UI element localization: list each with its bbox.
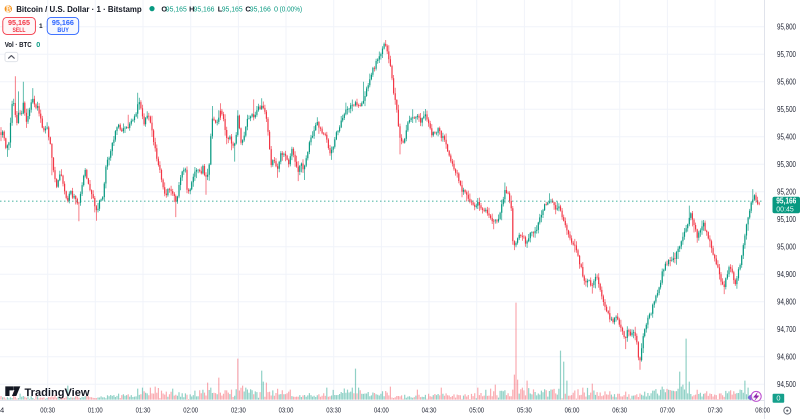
svg-text:08:00: 08:00 xyxy=(755,405,770,414)
svg-text:05:00: 05:00 xyxy=(469,405,484,414)
svg-text:05:30: 05:30 xyxy=(517,405,532,414)
svg-text:BUY: BUY xyxy=(57,27,69,34)
svg-text:₿: ₿ xyxy=(5,5,11,13)
svg-text:0: 0 xyxy=(274,4,278,13)
svg-text:94,800: 94,800 xyxy=(777,298,797,307)
svg-text:01:00: 01:00 xyxy=(88,405,103,414)
svg-text:1: 1 xyxy=(39,23,43,30)
svg-text:95,166: 95,166 xyxy=(194,4,215,13)
svg-text:00:45: 00:45 xyxy=(776,204,794,213)
svg-text:01:30: 01:30 xyxy=(136,405,151,414)
svg-text:H: H xyxy=(189,4,194,13)
svg-text:0: 0 xyxy=(36,40,40,49)
svg-text:94,900: 94,900 xyxy=(777,270,797,279)
svg-text:07:30: 07:30 xyxy=(708,405,723,414)
svg-text:4: 4 xyxy=(0,405,4,414)
svg-text:95,000: 95,000 xyxy=(777,243,797,252)
svg-text:SELL: SELL xyxy=(13,27,26,34)
svg-text:00:30: 00:30 xyxy=(40,405,55,414)
svg-text:02:30: 02:30 xyxy=(231,405,246,414)
svg-text:03:00: 03:00 xyxy=(279,405,294,414)
svg-text:06:00: 06:00 xyxy=(565,405,580,414)
svg-text:Vol · BTC: Vol · BTC xyxy=(5,40,32,49)
svg-text:95,400: 95,400 xyxy=(777,133,797,142)
svg-text:(0.00%): (0.00%) xyxy=(280,4,303,13)
svg-text:O: O xyxy=(161,4,167,13)
svg-text:95,166: 95,166 xyxy=(250,4,271,13)
svg-text:95,165: 95,165 xyxy=(166,4,187,13)
svg-text:95,166: 95,166 xyxy=(776,197,797,206)
svg-text:95,800: 95,800 xyxy=(777,23,797,32)
svg-text:94,500: 94,500 xyxy=(777,380,797,389)
svg-text:94,600: 94,600 xyxy=(777,353,797,362)
svg-text:06:30: 06:30 xyxy=(612,405,627,414)
svg-text:L: L xyxy=(218,4,223,13)
svg-text:95,500: 95,500 xyxy=(777,105,797,114)
svg-text:95,165: 95,165 xyxy=(222,4,243,13)
svg-text:95,100: 95,100 xyxy=(777,215,797,224)
svg-text:03:30: 03:30 xyxy=(326,405,341,414)
svg-text:95,166: 95,166 xyxy=(52,18,74,27)
svg-text:95,165: 95,165 xyxy=(8,18,30,27)
svg-text:TradingView: TradingView xyxy=(25,387,91,399)
svg-text:94,700: 94,700 xyxy=(777,325,797,334)
svg-text:0: 0 xyxy=(776,394,780,403)
svg-text:95,300: 95,300 xyxy=(777,160,797,169)
svg-text:04:30: 04:30 xyxy=(422,405,437,414)
svg-text:95,700: 95,700 xyxy=(777,50,797,59)
svg-text:Bitcoin / U.S. Dollar · 1 · Bi: Bitcoin / U.S. Dollar · 1 · Bitstamp xyxy=(16,4,142,14)
svg-text:C: C xyxy=(245,4,251,13)
svg-text:04:00: 04:00 xyxy=(374,405,389,414)
svg-text:07:00: 07:00 xyxy=(660,405,675,414)
svg-text:95,600: 95,600 xyxy=(777,78,797,87)
svg-text:02:00: 02:00 xyxy=(183,405,198,414)
svg-text:95,200: 95,200 xyxy=(777,188,797,197)
